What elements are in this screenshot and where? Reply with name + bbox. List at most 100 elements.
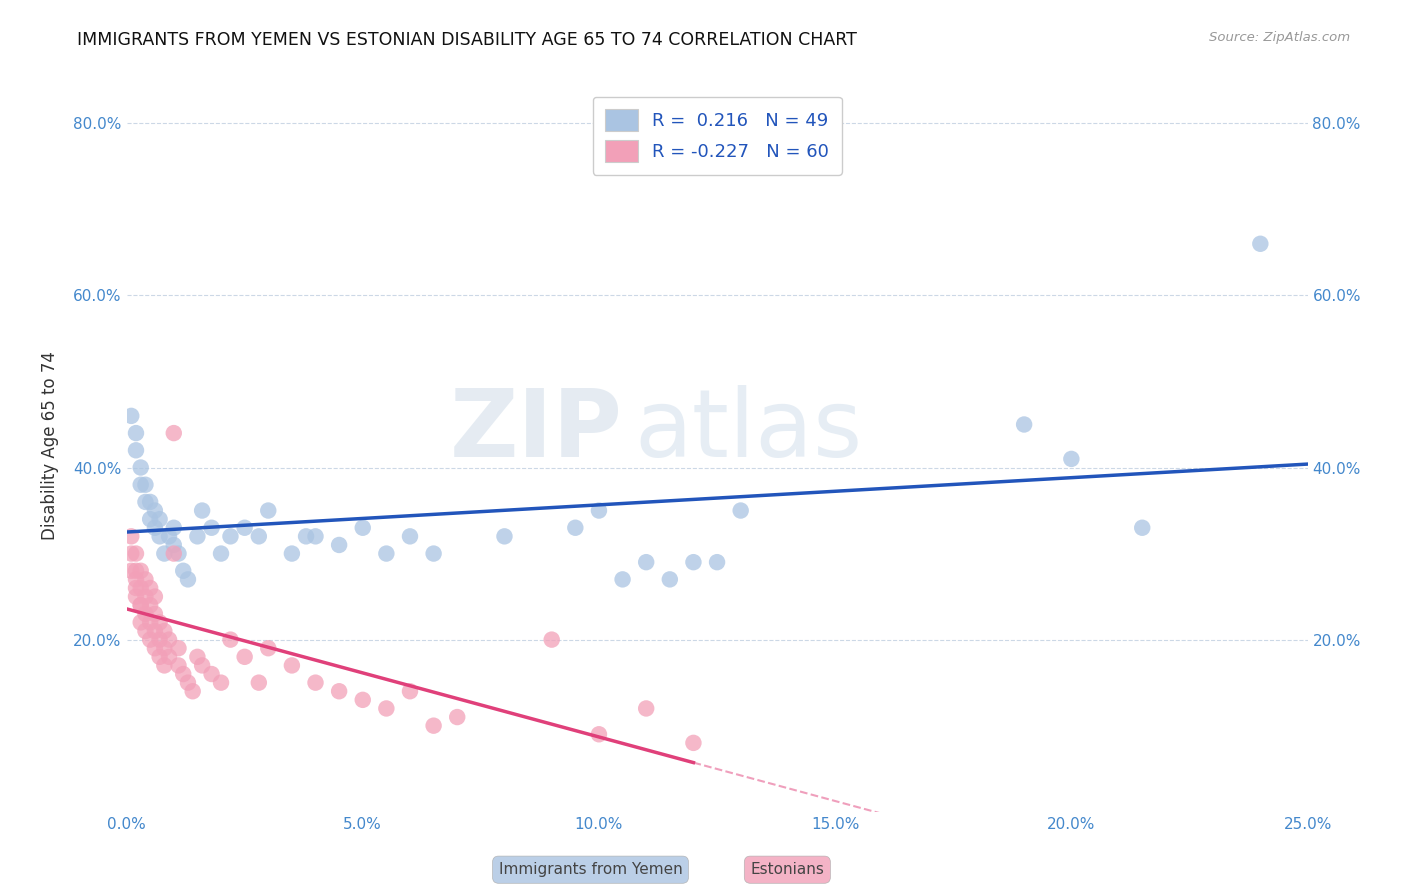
Point [143,641,166,656]
Point [682,555,704,569]
Point [247,675,270,690]
Point [139,581,162,595]
Point [134,607,156,621]
Point [281,658,304,673]
Point [149,615,172,630]
Text: atlas: atlas [634,385,863,477]
Point [172,667,194,681]
Point [588,727,610,741]
Point [494,529,516,543]
Point [125,564,148,578]
Point [191,658,214,673]
Point [706,555,728,569]
Point [167,641,190,656]
Point [295,529,318,543]
Point [125,443,148,458]
Point [181,684,204,698]
Point [129,581,152,595]
Point [134,477,156,491]
Point [149,632,172,647]
Point [149,529,172,543]
Point [149,512,172,526]
Text: Estonians: Estonians [751,863,824,877]
Point [588,503,610,517]
Point [304,675,326,690]
Point [129,598,152,612]
Point [1060,451,1083,466]
Point [134,573,156,587]
Point [120,564,142,578]
Point [636,701,658,715]
Point [143,590,166,604]
Point [143,521,166,535]
Point [163,538,186,552]
Point [163,521,186,535]
Point [328,684,350,698]
Point [153,641,176,656]
Point [200,667,222,681]
Point [139,615,162,630]
Point [257,503,280,517]
Point [399,684,422,698]
Point [129,477,152,491]
Y-axis label: Disability Age 65 to 74: Disability Age 65 to 74 [41,351,59,541]
Point [219,632,242,647]
Text: Immigrants from Yemen: Immigrants from Yemen [499,863,682,877]
Point [257,641,280,656]
Legend: R =  0.216   N = 49, R = -0.227   N = 60: R = 0.216 N = 49, R = -0.227 N = 60 [592,96,842,175]
Point [191,503,214,517]
Point [172,564,194,578]
Point [167,547,190,561]
Point [157,529,180,543]
Point [149,649,172,664]
Point [730,503,752,517]
Point [375,701,398,715]
Point [399,529,422,543]
Point [143,624,166,638]
Point [247,529,270,543]
Point [139,598,162,612]
Point [281,547,304,561]
Point [209,675,232,690]
Point [177,675,200,690]
Point [129,460,152,475]
Point [125,547,148,561]
Point [139,495,162,509]
Point [129,598,152,612]
Point [143,607,166,621]
Point [129,564,152,578]
Point [134,495,156,509]
Point [564,521,586,535]
Point [134,624,156,638]
Point [1249,236,1271,251]
Point [219,529,242,543]
Point [612,573,634,587]
Point [540,632,562,647]
Point [352,693,374,707]
Point [139,512,162,526]
Point [163,426,186,441]
Point [200,521,222,535]
Point [157,632,180,647]
Point [153,658,176,673]
Point [153,547,176,561]
Point [446,710,468,724]
Point [167,658,190,673]
Point [658,573,681,587]
Point [153,624,176,638]
Point [304,529,326,543]
Point [125,573,148,587]
Point [125,581,148,595]
Point [1130,521,1153,535]
Point [375,547,398,561]
Point [163,547,186,561]
Text: ZIP: ZIP [450,385,623,477]
Point [209,547,232,561]
Point [134,590,156,604]
Point [125,426,148,441]
Point [120,409,142,423]
Point [143,503,166,517]
Point [157,649,180,664]
Point [233,521,256,535]
Point [177,573,200,587]
